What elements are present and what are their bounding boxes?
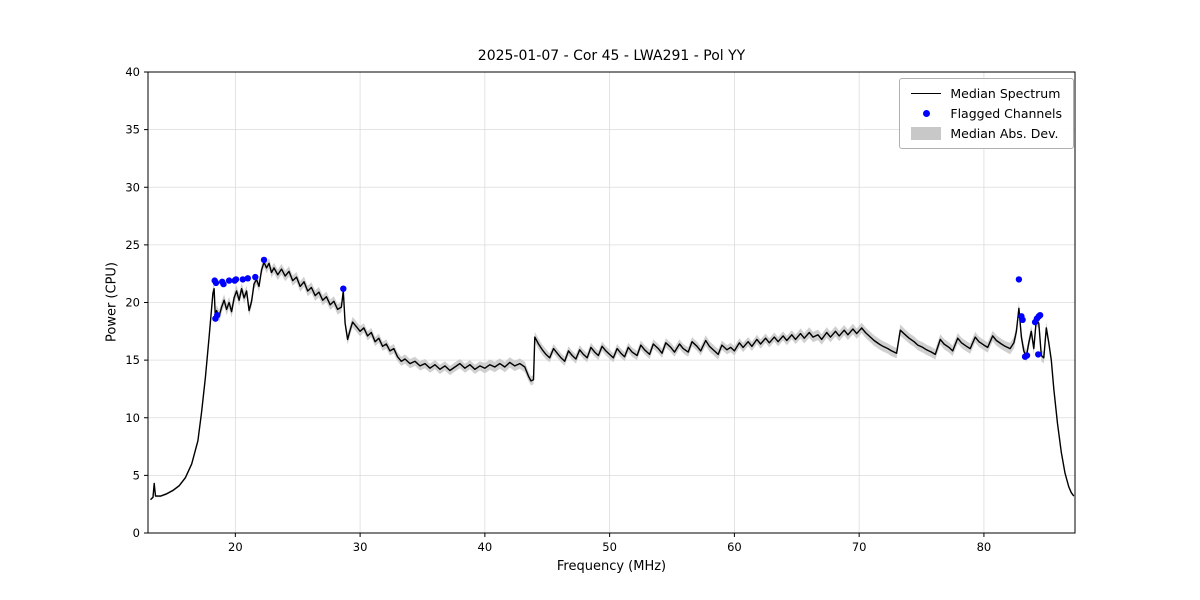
y-tick-label: 5	[133, 468, 140, 482]
y-tick-label: 30	[125, 180, 140, 194]
x-tick-label: 60	[727, 540, 742, 554]
flagged-channel-marker	[232, 276, 240, 283]
flagged-channel-marker	[1015, 276, 1023, 283]
flagged-marker-swatch-icon	[911, 110, 941, 117]
flagged-channel-marker	[1036, 312, 1044, 319]
y-tick-label: 25	[125, 238, 140, 252]
y-tick-label: 0	[133, 526, 140, 540]
x-tick-label: 80	[977, 540, 992, 554]
legend-item-median-abs-dev: Median Abs. Dev.	[911, 126, 1062, 141]
flagged-channel-marker	[225, 277, 233, 284]
y-tick-label: 15	[125, 353, 140, 367]
y-tick-label: 40	[125, 65, 140, 79]
y-tick-label: 35	[125, 123, 140, 137]
legend-label: Median Spectrum	[950, 86, 1061, 101]
y-axis-label: Power (CPU)	[104, 261, 120, 343]
mad-band-swatch-icon	[911, 127, 942, 140]
flagged-channel-marker	[239, 276, 246, 283]
x-tick-label: 40	[478, 540, 493, 554]
median-spectrum-line	[150, 261, 1075, 501]
x-tick-label: 20	[228, 540, 243, 554]
flagged-channel-marker	[1019, 316, 1026, 323]
x-tick-label: 30	[353, 540, 368, 554]
median-line-swatch-icon	[911, 93, 942, 94]
flagged-channel-marker	[260, 256, 268, 264]
legend-item-median-spectrum: Median Spectrum	[911, 86, 1062, 101]
mad-band	[150, 257, 1074, 501]
y-tick-label: 20	[125, 296, 140, 310]
legend-label: Median Abs. Dev.	[950, 126, 1059, 141]
chart-title: 2025-01-07 - Cor 45 - LWA291 - Pol YY	[477, 48, 746, 64]
flagged-channel-marker	[340, 285, 347, 292]
flagged-channel-marker	[1023, 352, 1031, 359]
legend-label: Flagged Channels	[950, 106, 1062, 121]
y-tick-label: 10	[125, 411, 140, 425]
flagged-channel-marker	[252, 273, 259, 281]
flagged-channel-marker	[212, 279, 220, 287]
x-axis-label: Frequency (MHz)	[556, 559, 667, 574]
flagged-channel-marker	[1035, 351, 1042, 358]
x-tick-label: 70	[852, 540, 867, 554]
legend: Median Spectrum Flagged Channels Median …	[899, 78, 1074, 149]
legend-item-flagged-channels: Flagged Channels	[911, 106, 1062, 121]
flagged-channel-marker	[220, 280, 227, 288]
flagged-channel-marker	[244, 275, 251, 282]
flagged-channel-marker	[214, 312, 221, 319]
x-tick-label: 50	[602, 540, 617, 554]
